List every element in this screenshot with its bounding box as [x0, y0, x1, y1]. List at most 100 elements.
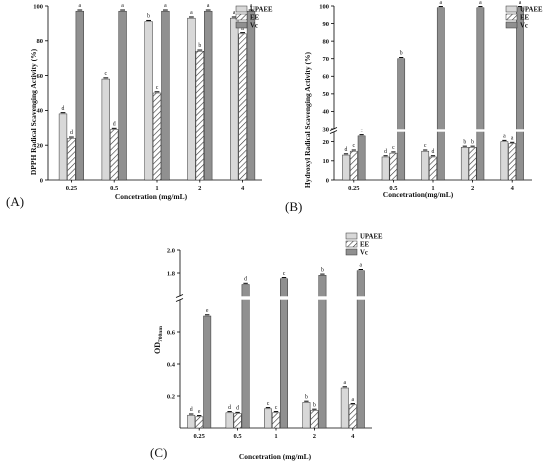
panel-a-legend-label-vc: Vc: [250, 23, 258, 30]
panel-c-legend-swatch-vc: [345, 248, 358, 256]
panel-b-significance-letter: d: [432, 149, 435, 155]
panel-a-bar-vc: [118, 10, 127, 181]
panel-b-legend-label-vc: Vc: [520, 23, 528, 30]
panel-c-y-tick-label: 2.0: [167, 247, 175, 254]
panel-c-bar-ee: [233, 413, 242, 429]
panel-b-axis-break-gap: [330, 129, 532, 132]
panel-c-bar-upaee: [264, 408, 272, 429]
panel-a-y-tick-label: 100: [33, 3, 43, 10]
panel-c-significance-letter: a: [360, 263, 363, 269]
panel-b-bar-upaee: [500, 141, 509, 181]
panel-b-x-tick-label: 1: [431, 185, 434, 192]
panel-c-axis-break-mark: [175, 298, 184, 302]
panel-b-y-tick-label: 20: [323, 139, 330, 146]
panel-c-bar-ee: [272, 412, 280, 429]
panel-a-bar-upaee: [58, 113, 68, 181]
panel-c-axis-break-mark: [175, 294, 184, 298]
panel-b-x-tick-label: 0.5: [389, 185, 398, 192]
panel-b-y-tick-label: 70: [323, 56, 330, 63]
panel-b-significance-letter: a: [440, 0, 443, 6]
panel-b-y-tick-label: 10: [323, 158, 330, 165]
panel-b-significance-letter: a: [519, 0, 522, 6]
panel-c-bar-upaee: [302, 402, 311, 429]
panel-c-bar-vc: [241, 284, 250, 429]
panel-b-significance-letter: a: [479, 0, 482, 6]
panel-b-significance-letter: d: [384, 149, 387, 155]
panel-c-y-tick-label: 0.6: [167, 329, 176, 336]
panel-a-bar-ee: [152, 92, 162, 181]
panel-a-significance-letter: c: [105, 71, 108, 77]
panel-c-y-tick-label: 0.4: [167, 361, 176, 368]
panel-b-bar-upaee: [421, 150, 430, 181]
panel-b-significance-letter: b: [463, 139, 466, 145]
panel-c-bar-vc: [280, 278, 288, 429]
panel-a-x-tick-label: 1: [155, 185, 158, 192]
panel-a-bar-ee: [110, 129, 119, 181]
panel-b-x-tick-label: 0.25: [348, 185, 360, 192]
panel-b-bar-vc: [516, 7, 524, 181]
panel-a-significance-letter: a: [79, 3, 82, 9]
panel-a-chart: (A) DPPH Radical Scavenging Activity (%)…: [6, 3, 273, 209]
panel-b-y-tick-label: 60: [323, 74, 330, 81]
panel-c-bar-vc: [318, 275, 327, 429]
panel-a-significance-letter: a: [190, 10, 193, 16]
panel-a-significance-letter: a: [121, 3, 124, 9]
panel-c-x-tick-label: 2: [313, 433, 316, 440]
panel-a-legend-swatch-vc: [235, 21, 248, 29]
panel-c-tag: (C): [150, 445, 167, 460]
panel-c-legend-swatch-upaee: [345, 232, 358, 240]
panel-b-bar-upaee: [342, 154, 350, 181]
panel-b-bar-upaee: [381, 156, 390, 181]
panel-a-significance-letter: a: [207, 3, 210, 9]
panel-b-legend-label-upaee: UPAEE: [520, 7, 543, 14]
panel-a-significance-letter: d: [113, 122, 116, 128]
panel-c-marks: 0.20.40.61.82.0d ee0.25d dd0.5ccc1bbb2aaa4…: [167, 232, 383, 440]
panel-a-x-tick-label: 0.25: [66, 185, 78, 192]
panel-a-significance-letter: a: [250, 3, 253, 9]
panel-b-legend-swatch-upaee: [505, 5, 518, 13]
panel-b-significance-letter: c: [424, 143, 427, 149]
panel-b-significance-letter: a: [511, 136, 514, 142]
panel-a-bar-upaee: [101, 78, 110, 181]
panel-b-bar-ee: [468, 147, 477, 181]
panel-c-bar-vc: [356, 270, 365, 429]
panel-b-x-axis-title: Concetration(mg/mL): [383, 190, 454, 199]
panel-c-x-axis-title: Concetration (mg/mL): [239, 452, 312, 461]
panel-a-y-tick-label: 40: [37, 108, 44, 115]
panel-a-bar-upaee: [144, 21, 153, 181]
panel-a-x-tick-label: 0.5: [110, 185, 119, 192]
panel-b-bar-ee: [429, 156, 437, 181]
panel-a-bar-vc: [75, 10, 84, 181]
panel-a-significance-letter: b: [147, 14, 150, 20]
panel-c-significance-letter: a: [344, 380, 347, 386]
panel-b-y-tick-label: 40: [323, 109, 330, 116]
panel-c-significance-letter: c: [267, 401, 270, 407]
panel-a-significance-letter: a: [241, 26, 244, 32]
panel-a-legend-swatch-upaee: [235, 5, 248, 13]
panel-b-y-tick-label: 100: [319, 3, 329, 10]
panel-b-significance-letter: d: [345, 147, 348, 153]
panel-c-legend-label-ee: EE: [360, 242, 370, 249]
panel-c-y-tick-label: 1.8: [167, 270, 176, 277]
panel-c-significance-letter: e: [198, 409, 201, 415]
panel-a-significance-letter: d: [62, 106, 65, 112]
panel-c-y-axis-title: OD700nm: [153, 326, 164, 354]
panel-a-significance-letter: c: [156, 85, 159, 91]
panel-b-x-tick-label: 4: [511, 185, 515, 192]
panel-c-x-tick-label: 0.5: [234, 433, 243, 440]
panel-b-y-tick-label: 90: [323, 21, 330, 28]
panel-a-legend-label-ee: EE: [250, 15, 260, 22]
panel-b-significance-letter: a: [503, 134, 506, 140]
panel-a-x-tick-label: 4: [241, 185, 245, 192]
panel-b-y-tick-label: 0: [326, 177, 329, 184]
panel-c-legend-label-vc: Vc: [360, 250, 368, 257]
panel-a-legend-label-upaee: UPAEE: [250, 7, 273, 14]
panel-a-marks: 0 20 40 60 80 100 d d a 0.25 c d a 0.5 b c a 1 a b a 2 a a a 4 UPA…: [33, 3, 273, 192]
panel-b-bar-vc: [357, 135, 366, 181]
panel-b-bar-vc: [476, 7, 485, 181]
panel-c-x-tick-label: 4: [351, 433, 355, 440]
panel-b-significance-letter: b: [471, 139, 474, 145]
panel-c-significance-letter: c: [275, 405, 278, 411]
panel-b-x-tick-label: 2: [471, 185, 474, 192]
panel-b-tag: (B): [285, 199, 302, 214]
